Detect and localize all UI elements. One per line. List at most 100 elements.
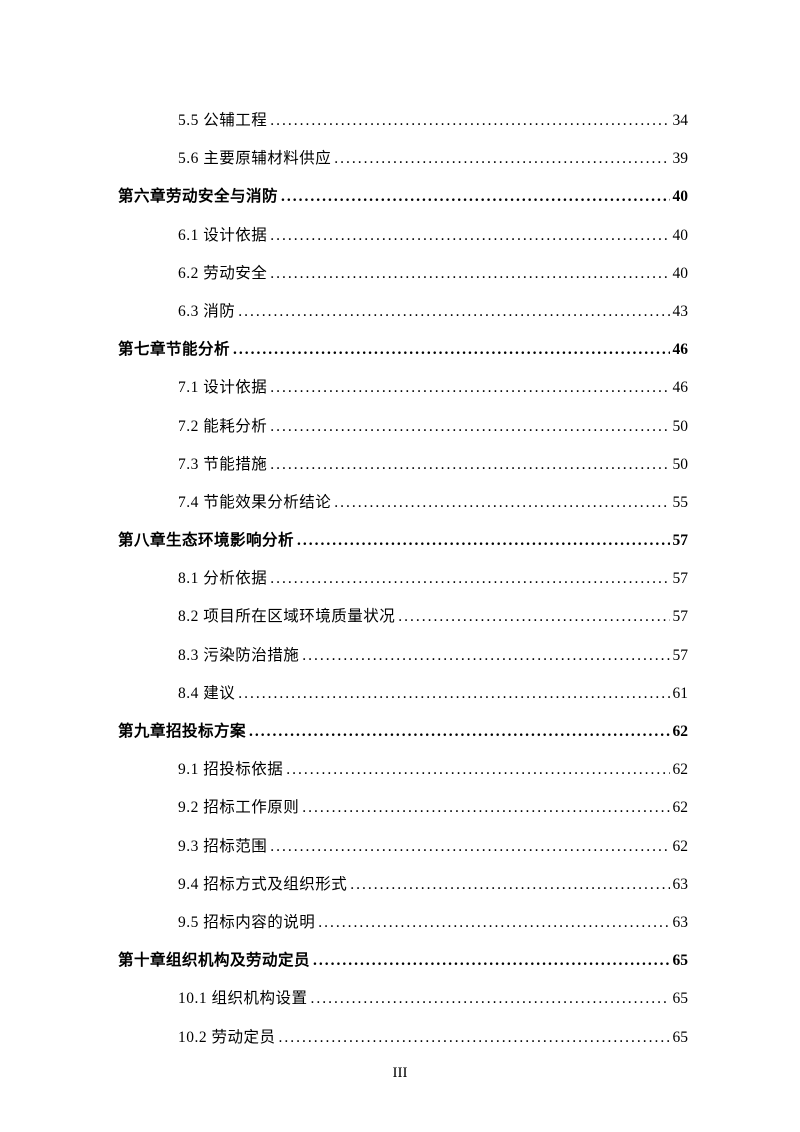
toc-page-number: 57: [673, 645, 689, 667]
toc-page-number: 39: [673, 148, 689, 170]
toc-leader-dots: [270, 568, 669, 590]
toc-label: 9.3 招标范围: [178, 836, 267, 858]
toc-page-number: 40: [673, 186, 689, 208]
toc-leader-dots: [313, 950, 669, 972]
toc-entry: 10.2 劳动定员 65: [178, 1027, 688, 1049]
toc-leader-dots: [270, 416, 669, 438]
toc-leader-dots: [281, 186, 669, 208]
toc-entry: 8.1 分析依据 57: [178, 568, 688, 590]
toc-entry: 9.4 招标方式及组织形式 63: [178, 874, 688, 896]
toc-entry: 第十章组织机构及劳动定员 65: [118, 950, 688, 972]
toc-page-number: 46: [673, 339, 689, 361]
toc-label: 5.6 主要原辅材料供应: [178, 148, 331, 170]
toc-page-number: 50: [673, 454, 689, 476]
toc-entry: 7.2 能耗分析 50: [178, 416, 688, 438]
toc-entry: 第七章节能分析 46: [118, 339, 688, 361]
toc-page-number: 61: [673, 683, 689, 705]
toc-leader-dots: [297, 530, 669, 552]
toc-page-number: 55: [673, 492, 689, 514]
toc-label: 10.2 劳动定员: [178, 1027, 276, 1049]
table-of-contents: 5.5 公辅工程 345.6 主要原辅材料供应 39第六章劳动安全与消防 406…: [118, 110, 688, 1048]
toc-entry: 第九章招投标方案 62: [118, 721, 688, 743]
toc-leader-dots: [350, 874, 669, 896]
toc-leader-dots: [302, 797, 669, 819]
toc-label: 6.1 设计依据: [178, 225, 267, 247]
toc-page-number: 43: [673, 301, 689, 323]
toc-entry: 5.6 主要原辅材料供应 39: [178, 148, 688, 170]
toc-page-number: 34: [673, 110, 689, 132]
toc-entry: 第八章生态环境影响分析 57: [118, 530, 688, 552]
toc-leader-dots: [334, 492, 669, 514]
toc-label: 第八章生态环境影响分析: [118, 530, 294, 552]
toc-label: 7.4 节能效果分析结论: [178, 492, 331, 514]
toc-page-number: 63: [673, 912, 689, 934]
toc-label: 9.4 招标方式及组织形式: [178, 874, 347, 896]
toc-leader-dots: [302, 645, 669, 667]
toc-leader-dots: [334, 148, 669, 170]
toc-entry: 9.2 招标工作原则 62: [178, 797, 688, 819]
toc-page-number: 40: [673, 225, 689, 247]
toc-page-number: 40: [673, 263, 689, 285]
toc-leader-dots: [270, 454, 669, 476]
toc-label: 9.2 招标工作原则: [178, 797, 299, 819]
toc-leader-dots: [270, 377, 669, 399]
toc-leader-dots: [270, 836, 669, 858]
toc-page-number: 65: [673, 950, 689, 972]
toc-leader-dots: [270, 110, 669, 132]
toc-label: 5.5 公辅工程: [178, 110, 267, 132]
page-number: III: [0, 1065, 800, 1082]
toc-label: 6.3 消防: [178, 301, 235, 323]
toc-entry: 6.2 劳动安全 40: [178, 263, 688, 285]
toc-leader-dots: [279, 1027, 670, 1049]
toc-entry: 8.3 污染防治措施 57: [178, 645, 688, 667]
toc-label: 9.1 招投标依据: [178, 759, 283, 781]
toc-leader-dots: [238, 301, 669, 323]
toc-page-number: 65: [673, 988, 689, 1010]
toc-leader-dots: [249, 721, 669, 743]
toc-page-number: 57: [673, 568, 689, 590]
toc-leader-dots: [270, 225, 669, 247]
toc-page-number: 46: [673, 377, 689, 399]
toc-label: 8.1 分析依据: [178, 568, 267, 590]
toc-entry: 7.1 设计依据 46: [178, 377, 688, 399]
toc-leader-dots: [233, 339, 669, 361]
toc-entry: 10.1 组织机构设置 65: [178, 988, 688, 1010]
toc-leader-dots: [286, 759, 669, 781]
toc-label: 第十章组织机构及劳动定员: [118, 950, 310, 972]
toc-page-number: 57: [673, 606, 689, 628]
toc-entry: 9.1 招投标依据 62: [178, 759, 688, 781]
toc-label: 7.2 能耗分析: [178, 416, 267, 438]
toc-entry: 5.5 公辅工程 34: [178, 110, 688, 132]
toc-page-number: 63: [673, 874, 689, 896]
toc-page-number: 57: [673, 530, 689, 552]
toc-label: 第九章招投标方案: [118, 721, 246, 743]
toc-entry: 8.2 项目所在区域环境质量状况 57: [178, 606, 688, 628]
toc-entry: 7.3 节能措施 50: [178, 454, 688, 476]
toc-label: 8.2 项目所在区域环境质量状况: [178, 606, 395, 628]
toc-entry: 9.5 招标内容的说明 63: [178, 912, 688, 934]
toc-leader-dots: [398, 606, 669, 628]
toc-entry: 8.4 建议 61: [178, 683, 688, 705]
toc-label: 6.2 劳动安全: [178, 263, 267, 285]
toc-label: 7.1 设计依据: [178, 377, 267, 399]
toc-entry: 7.4 节能效果分析结论 55: [178, 492, 688, 514]
toc-leader-dots: [311, 988, 670, 1010]
toc-page-number: 65: [673, 1027, 689, 1049]
toc-entry: 6.3 消防 43: [178, 301, 688, 323]
toc-label: 8.4 建议: [178, 683, 235, 705]
toc-leader-dots: [270, 263, 669, 285]
toc-page-number: 62: [673, 797, 689, 819]
toc-leader-dots: [318, 912, 669, 934]
toc-entry: 6.1 设计依据 40: [178, 225, 688, 247]
toc-page-number: 50: [673, 416, 689, 438]
toc-leader-dots: [238, 683, 669, 705]
toc-label: 第六章劳动安全与消防: [118, 186, 278, 208]
toc-label: 9.5 招标内容的说明: [178, 912, 315, 934]
toc-page-number: 62: [673, 836, 689, 858]
toc-entry: 9.3 招标范围 62: [178, 836, 688, 858]
toc-label: 7.3 节能措施: [178, 454, 267, 476]
toc-label: 第七章节能分析: [118, 339, 230, 361]
toc-label: 10.1 组织机构设置: [178, 988, 308, 1010]
toc-label: 8.3 污染防治措施: [178, 645, 299, 667]
toc-page-number: 62: [673, 721, 689, 743]
